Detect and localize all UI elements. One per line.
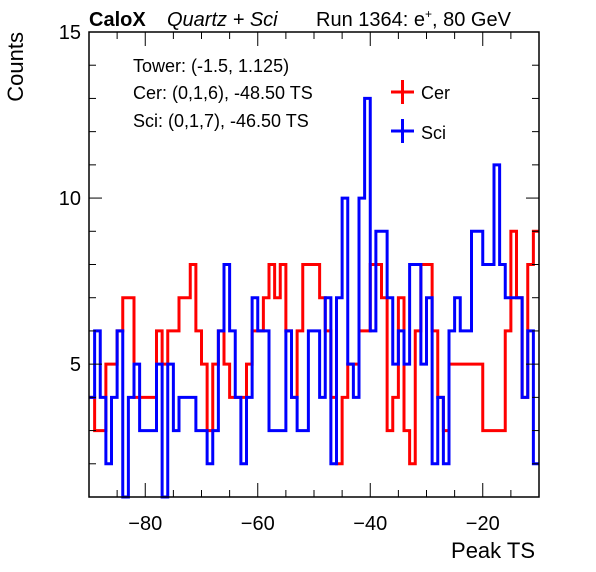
series-layer <box>89 96 539 499</box>
x-tick-label: −40 <box>353 513 387 535</box>
header-run-sup: + <box>425 7 432 21</box>
series-cer <box>89 229 539 466</box>
header-config: Quartz + Sci <box>167 9 278 31</box>
series-sci <box>89 96 539 499</box>
y-axis-title: Counts <box>3 32 28 102</box>
info-cer: Cer: (0,1,6), -48.50 TS <box>133 83 313 103</box>
info-tower: Tower: (-1.5, 1.125) <box>133 56 289 76</box>
header-run: Run 1364: e+, 80 GeV <box>316 7 512 31</box>
header-run-suffix: , 80 GeV <box>432 9 512 31</box>
legend-marker-sci <box>391 119 414 143</box>
y-tick-label: 15 <box>59 22 81 44</box>
ticks-layer <box>88 31 540 498</box>
tick-labels-layer: −80 −60 −40 −20 5 10 15 <box>59 22 500 535</box>
header-experiment: CaloX <box>89 9 146 31</box>
info-sci: Sci: (0,1,7), -46.50 TS <box>133 111 309 131</box>
legend-label-sci: Sci <box>421 123 446 143</box>
y-tick-label: 5 <box>70 354 81 376</box>
x-tick-label: −60 <box>241 513 275 535</box>
series-sci-line <box>89 96 539 499</box>
legend-label-cer: Cer <box>421 83 450 103</box>
y-tick-label: 10 <box>59 188 81 210</box>
header-run-prefix: Run 1364: e <box>316 9 425 31</box>
legend-marker-cer <box>391 80 414 104</box>
x-axis-title: Peak TS <box>451 538 535 563</box>
legend: Cer Sci <box>391 80 450 143</box>
x-tick-label: −80 <box>128 513 162 535</box>
series-cer-line <box>89 229 539 466</box>
x-tick-label: −20 <box>466 513 500 535</box>
